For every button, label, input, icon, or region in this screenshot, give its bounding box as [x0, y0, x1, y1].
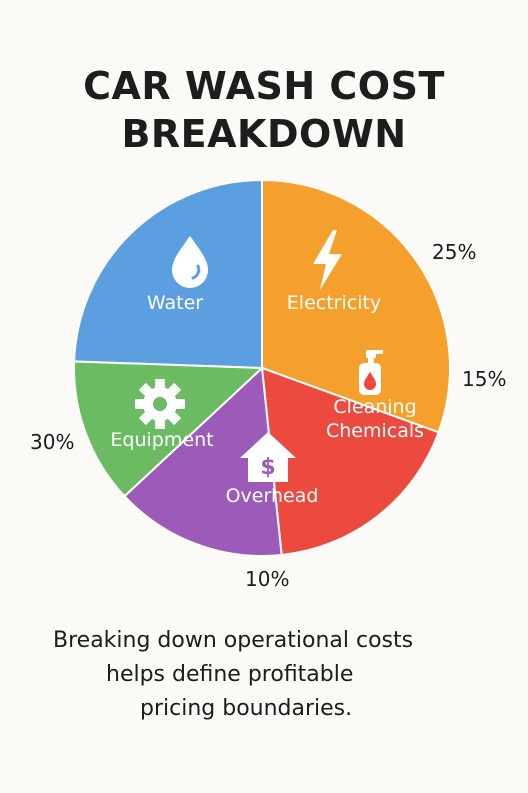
house-dollar-icon: $	[240, 432, 296, 482]
water-drop-icon	[172, 236, 208, 288]
equipment-percent-label: 30%	[30, 430, 75, 454]
slice-label-overhead: Overhead	[226, 485, 319, 507]
pie-slice-water	[73, 178, 263, 370]
slice-label-cleaning-chemicals-line-2: Chemicals	[326, 420, 424, 442]
slice-label-water: Water	[147, 292, 203, 314]
spray-bottle-icon	[359, 350, 383, 395]
electricity-percent-label: 25%	[432, 240, 477, 264]
overhead-percent-label: 10%	[245, 567, 290, 591]
chart-title: CAR WASH COST BREAKDOWN	[0, 62, 528, 158]
caption-line-2: helps define profitable	[106, 662, 354, 687]
caption-line-3: pricing boundaries.	[140, 696, 353, 721]
pie-slice-equipment	[73, 360, 265, 498]
pie-slice-cleaning-chemicals	[260, 366, 440, 557]
caption-line-1: Breaking down operational costs	[53, 628, 414, 653]
lightning-bolt-icon	[313, 230, 342, 290]
pie-slice-electricity	[261, 178, 451, 434]
cleaning-chemicals-percent-label: 15%	[462, 367, 507, 391]
chart-title-line-2: BREAKDOWN	[121, 112, 407, 156]
pie-slice-overhead	[123, 365, 283, 557]
gear-icon	[135, 379, 185, 429]
slice-label-cleaning-chemicals-line-1: Cleaning	[333, 396, 416, 418]
slice-label-equipment: Equipment	[110, 429, 213, 451]
chart-title-line-1: CAR WASH COST	[83, 64, 445, 108]
svg-text:$: $	[260, 455, 275, 480]
slice-label-electricity: Electricity	[287, 292, 381, 314]
